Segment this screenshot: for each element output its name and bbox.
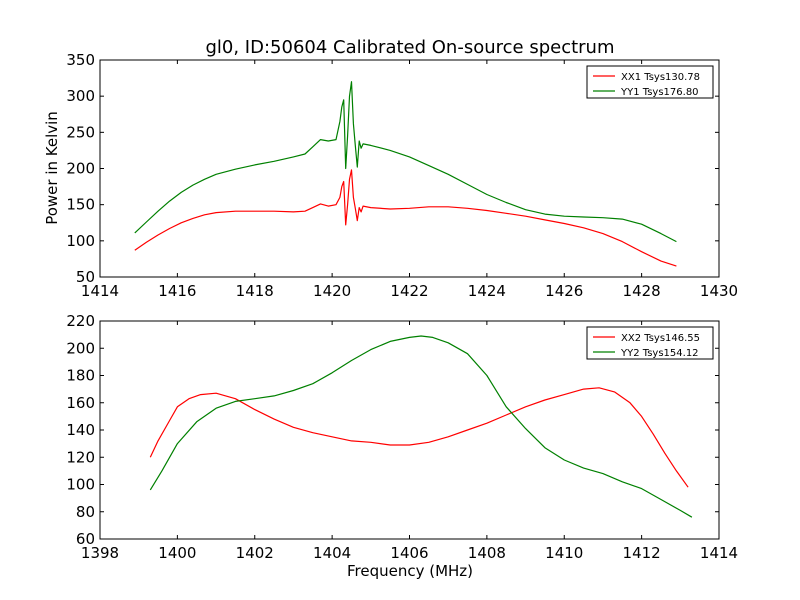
bottom-y-tick-label: 120 <box>66 448 95 466</box>
top-x-tick-label: 1422 <box>390 282 428 300</box>
y-axis-label: Power in Kelvin <box>43 111 61 225</box>
bottom-legend: XX2 Tsys146.55 YY2 Tsys154.12 <box>586 326 714 360</box>
top-y-tick-label: 300 <box>66 87 95 105</box>
bottom-x-tick-label: 1404 <box>313 544 351 562</box>
bottom-x-tick-label: 1410 <box>545 544 583 562</box>
bottom-legend-label-1: XX2 Tsys146.55 <box>621 333 700 344</box>
bottom-spectrum-plot: 1398 1400 1402 1404 1406 1408 1410 1412 1414 60 80… <box>66 312 738 562</box>
bottom-x-tick-label: 1406 <box>390 544 428 562</box>
bottom-legend-box <box>586 326 714 360</box>
bottom-y-tick-label: 180 <box>66 367 95 385</box>
top-legend-label-2: YY1 Tsys176.80 <box>620 87 699 98</box>
bottom-y-tick-label: 60 <box>76 530 95 548</box>
top-x-tick-label: 1414 <box>81 282 119 300</box>
top-x-tick-label: 1418 <box>236 282 274 300</box>
top-y-tick-label: 200 <box>66 160 95 178</box>
bottom-x-tick-label: 1408 <box>468 544 506 562</box>
bottom-y-tick-label: 80 <box>76 503 95 521</box>
top-series-line-1 <box>134 169 677 267</box>
top-x-tick-label: 1426 <box>545 282 583 300</box>
top-x-tick-label: 1428 <box>623 282 661 300</box>
top-x-tick-label: 1420 <box>313 282 351 300</box>
bottom-x-tick-label: 1402 <box>236 544 274 562</box>
bottom-y-tick-label: 220 <box>66 312 95 330</box>
figure-title: gl0, ID:50604 Calibrated On-source spect… <box>205 37 614 58</box>
top-series-line-2 <box>134 81 677 243</box>
top-y-tick-label: 150 <box>66 196 95 214</box>
top-x-tick-label: 1430 <box>700 282 738 300</box>
top-x-tick-label: 1424 <box>468 282 506 300</box>
bottom-y-tick-label: 100 <box>66 476 95 494</box>
top-legend: XX1 Tsys130.78 YY1 Tsys176.80 <box>586 65 714 99</box>
top-y-tick-label: 50 <box>76 268 95 286</box>
bottom-y-tick-label: 160 <box>66 394 95 412</box>
top-y-tick-label: 350 <box>66 51 95 69</box>
bottom-x-tick-label: 1414 <box>700 544 738 562</box>
bottom-y-tick-label: 140 <box>66 421 95 439</box>
bottom-x-tick-label: 1400 <box>158 544 196 562</box>
x-axis-label: Frequency (MHz) <box>347 562 473 580</box>
top-legend-box <box>586 65 714 99</box>
top-y-tick-label: 250 <box>66 123 95 141</box>
top-y-tick-label: 100 <box>66 232 95 250</box>
bottom-legend-label-2: YY2 Tsys154.12 <box>620 348 699 359</box>
top-spectrum-plot: 1414 1416 1418 1420 1422 1424 1426 1428 1430 50 10… <box>66 51 738 300</box>
bottom-x-tick-label: 1398 <box>81 544 119 562</box>
top-legend-label-1: XX1 Tsys130.78 <box>621 72 700 83</box>
top-x-tick-label: 1416 <box>158 282 196 300</box>
bottom-y-tick-label: 200 <box>66 339 95 357</box>
bottom-series-line-2 <box>149 335 693 518</box>
bottom-series-line-1 <box>149 387 689 488</box>
bottom-x-tick-label: 1412 <box>623 544 661 562</box>
